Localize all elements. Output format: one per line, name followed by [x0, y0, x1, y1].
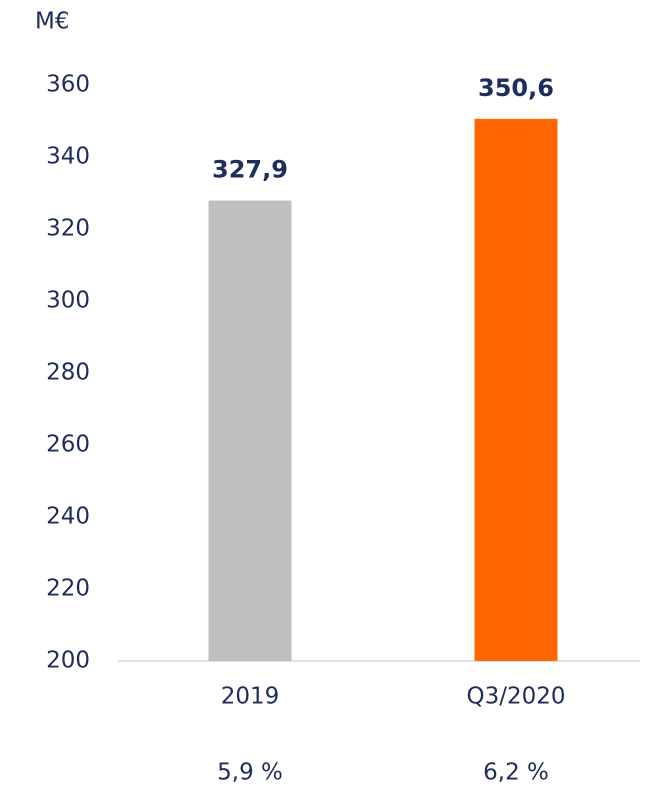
- x-tick-label: Q3/2020: [466, 684, 565, 710]
- y-tick-label: 200: [46, 648, 90, 674]
- value-label: 327,9: [212, 156, 288, 184]
- y-tick-label: 280: [46, 360, 90, 386]
- y-axis-label: M€: [35, 9, 69, 35]
- y-tick-label: 300: [46, 288, 90, 314]
- y-tick-label: 220: [46, 576, 90, 602]
- y-tick-label: 360: [46, 72, 90, 98]
- x-tick-label: 2019: [221, 684, 280, 710]
- annotation: 6,2 %: [483, 760, 549, 786]
- y-tick-label: 260: [46, 432, 90, 458]
- y-tick-label: 240: [46, 504, 90, 530]
- annotation: 5,9 %: [217, 760, 283, 786]
- y-tick-label: 340: [46, 144, 90, 170]
- bar: [208, 200, 292, 661]
- bar: [474, 118, 558, 662]
- value-label: 350,6: [478, 74, 554, 102]
- y-tick-label: 320: [46, 216, 90, 242]
